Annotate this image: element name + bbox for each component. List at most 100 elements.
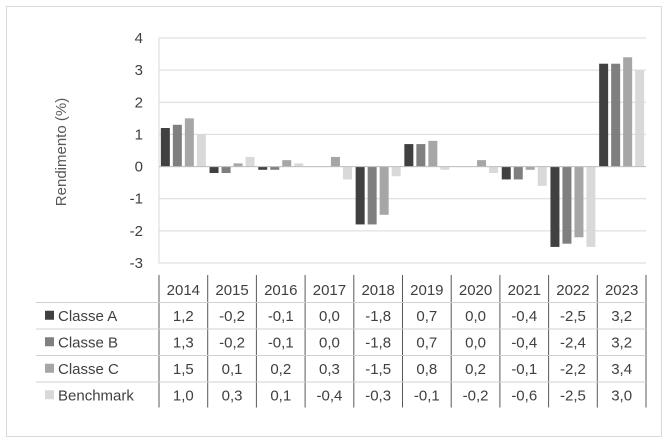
data-label: -2,4 xyxy=(560,334,586,351)
data-label: 3,2 xyxy=(611,308,632,325)
legend-label: Benchmark xyxy=(58,387,134,404)
bar xyxy=(330,156,340,167)
legend-swatch xyxy=(45,390,54,400)
legend-label: Classe B xyxy=(58,334,118,351)
x-category-label: 2015 xyxy=(215,282,248,299)
data-label: 0,8 xyxy=(416,361,437,378)
data-label: 1,5 xyxy=(173,361,194,378)
data-label: 0,1 xyxy=(270,387,291,404)
data-label: 1,3 xyxy=(173,334,194,351)
bar xyxy=(513,166,523,180)
bar xyxy=(489,166,499,173)
legend-label: Classe A xyxy=(58,308,117,325)
bar xyxy=(440,166,450,170)
bar xyxy=(221,166,231,173)
bar xyxy=(611,63,621,167)
bar xyxy=(550,166,560,247)
y-tick-label: 3 xyxy=(135,62,143,79)
x-category-label: 2017 xyxy=(313,282,346,299)
bar xyxy=(391,166,401,177)
x-category-label: 2021 xyxy=(508,282,541,299)
bar xyxy=(172,124,182,167)
y-tick-label: 4 xyxy=(135,30,143,47)
bar xyxy=(586,166,596,247)
y-tick-label: 2 xyxy=(135,94,143,111)
x-category-label: 2016 xyxy=(264,282,297,299)
data-label: -0,4 xyxy=(317,387,343,404)
legend-label: Classe C xyxy=(58,361,119,378)
bar xyxy=(196,134,206,167)
data-label: -2,2 xyxy=(560,361,586,378)
y-tick-label: 1 xyxy=(135,126,143,143)
data-label: 3,2 xyxy=(611,334,632,351)
data-label: -1,8 xyxy=(365,308,391,325)
data-label: -0,1 xyxy=(268,308,294,325)
data-label: 1,0 xyxy=(173,387,194,404)
bar xyxy=(501,166,511,180)
data-table: 2014 2015 2016 2017 2018 2019 2020 2021 2022 2023… xyxy=(36,275,647,408)
bar xyxy=(537,166,547,186)
legend-swatch xyxy=(45,337,54,347)
bar xyxy=(245,156,255,167)
x-category-label: 2018 xyxy=(361,282,394,299)
data-label: -0,4 xyxy=(511,308,537,325)
bar xyxy=(355,166,365,225)
y-tick-label: 0 xyxy=(135,159,143,176)
data-label: 0,2 xyxy=(465,361,486,378)
bar xyxy=(367,166,377,225)
bar xyxy=(428,140,438,167)
y-axis-ticks: 4 3 2 1 0 -1 -2 -3 xyxy=(130,30,143,272)
bar xyxy=(525,166,535,170)
data-label: 0,0 xyxy=(465,334,486,351)
data-label: -0,6 xyxy=(511,387,537,404)
data-label: 0,0 xyxy=(319,308,340,325)
data-label: 3,0 xyxy=(611,387,632,404)
bar xyxy=(404,144,414,167)
bar xyxy=(184,118,194,167)
data-label: -0,2 xyxy=(463,387,489,404)
x-category-label: 2019 xyxy=(410,282,443,299)
data-label: -2,5 xyxy=(560,387,586,404)
bar xyxy=(270,166,280,170)
bar xyxy=(623,57,633,167)
bar xyxy=(258,166,268,170)
x-category-label: 2022 xyxy=(556,282,589,299)
data-label: 0,1 xyxy=(222,361,243,378)
data-label: 0,0 xyxy=(465,308,486,325)
data-label: 0,7 xyxy=(416,334,437,351)
bar xyxy=(574,166,584,238)
data-label: -0,1 xyxy=(511,361,537,378)
bar xyxy=(160,128,170,167)
data-label: -1,5 xyxy=(365,361,391,378)
data-label: -0,2 xyxy=(219,308,245,325)
data-label: 0,3 xyxy=(319,361,340,378)
y-tick-label: -1 xyxy=(130,191,143,208)
legend-swatch xyxy=(45,363,54,373)
bar xyxy=(379,166,389,215)
bar xyxy=(233,163,243,167)
x-category-label: 2023 xyxy=(605,282,638,299)
data-label: 0,3 xyxy=(222,387,243,404)
data-label: 3,4 xyxy=(611,361,632,378)
data-label: 0,2 xyxy=(270,361,291,378)
data-label: 1,2 xyxy=(173,308,194,325)
bar xyxy=(562,166,572,244)
y-tick-label: -2 xyxy=(130,223,143,240)
bar xyxy=(294,163,304,167)
data-label: -2,5 xyxy=(560,308,586,325)
y-axis-label: Rendimento (%) xyxy=(53,98,70,206)
bar xyxy=(635,70,645,167)
x-category-label: 2020 xyxy=(459,282,492,299)
data-label: -0,3 xyxy=(365,387,391,404)
bar xyxy=(477,160,487,167)
data-label: -0,4 xyxy=(511,334,537,351)
bar xyxy=(342,166,352,180)
data-label: 0,7 xyxy=(416,308,437,325)
gridlines xyxy=(158,37,646,264)
bar xyxy=(599,63,609,167)
data-label: -0,1 xyxy=(268,334,294,351)
bar xyxy=(416,144,426,167)
data-label: -0,2 xyxy=(219,334,245,351)
x-category-label: 2014 xyxy=(167,282,200,299)
